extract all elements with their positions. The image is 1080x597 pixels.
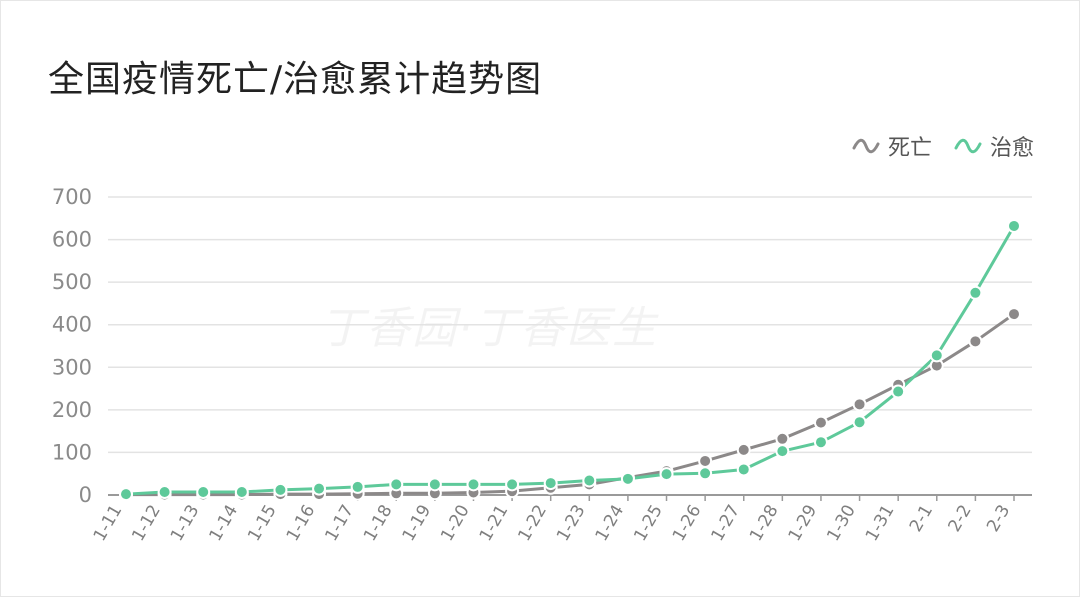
- data-point-1: [543, 476, 558, 491]
- x-tick-label: 1-15: [244, 502, 281, 545]
- y-tick-label: 100: [52, 440, 92, 464]
- y-tick-label: 600: [52, 228, 92, 252]
- data-point-1: [736, 462, 751, 477]
- y-tick-label: 500: [52, 270, 92, 294]
- x-tick-label: 1-18: [360, 502, 397, 545]
- data-point-0: [698, 453, 713, 468]
- x-tick-label: 1-24: [592, 502, 629, 545]
- y-tick-label: 0: [79, 483, 92, 507]
- y-tick-label: 400: [52, 313, 92, 337]
- x-tick-label: 1-13: [167, 502, 204, 545]
- x-tick-label: 2-2: [945, 502, 976, 536]
- data-point-1: [427, 477, 442, 492]
- data-point-1: [968, 285, 983, 300]
- wave-icon: [852, 138, 880, 154]
- data-point-1: [196, 485, 211, 500]
- chart-title: 全国疫情死亡/治愈累计趋势图: [48, 59, 543, 100]
- data-point-0: [775, 431, 790, 446]
- data-point-1: [389, 477, 404, 492]
- x-tick-label: 1-30: [823, 502, 860, 545]
- data-point-0: [1007, 307, 1021, 322]
- x-tick-label: 1-29: [785, 502, 822, 545]
- data-point-0: [968, 334, 983, 349]
- data-point-1: [312, 481, 327, 496]
- data-point-1: [234, 485, 249, 500]
- x-tick-label: 1-20: [437, 502, 474, 545]
- data-point-1: [466, 477, 481, 492]
- data-point-1: [1007, 218, 1021, 233]
- legend-label-death: 死亡: [887, 136, 932, 161]
- x-tick-label: 1-19: [399, 502, 436, 545]
- data-point-1: [813, 435, 828, 450]
- x-tick-label: 1-11: [90, 502, 127, 545]
- x-tick-label: 1-17: [321, 502, 358, 545]
- data-point-1: [157, 485, 172, 500]
- data-point-0: [736, 442, 751, 457]
- watermark-text: 丁香园·丁香医生: [320, 292, 658, 356]
- x-tick-label: 1-14: [206, 502, 243, 545]
- x-tick-label: 1-27: [707, 502, 744, 545]
- data-point-0: [852, 397, 867, 412]
- x-tick-label: 1-16: [283, 502, 320, 545]
- data-point-1: [350, 479, 365, 494]
- x-tick-label: 1-22: [514, 502, 551, 545]
- y-tick-label: 300: [52, 355, 92, 379]
- data-point-1: [505, 477, 520, 492]
- x-tick-label: 2-1: [906, 502, 937, 536]
- x-tick-label: 2-3: [983, 502, 1014, 536]
- x-tick-label: 1-23: [553, 502, 590, 545]
- data-point-1: [852, 415, 867, 430]
- x-tick-label: 1-21: [476, 501, 513, 544]
- x-tick-label: 1-12: [128, 502, 165, 545]
- data-point-1: [775, 444, 790, 459]
- wave-icon: [954, 138, 982, 154]
- series-line-1: [124, 224, 1016, 496]
- data-point-1: [582, 473, 597, 488]
- data-point-1: [659, 467, 674, 482]
- data-point-1: [698, 466, 713, 481]
- data-point-1: [620, 471, 635, 486]
- data-point-1: [929, 348, 944, 363]
- legend-item-death[interactable]: 死亡: [852, 130, 932, 162]
- data-point-1: [273, 482, 288, 497]
- x-tick-label: 1-31: [862, 502, 899, 545]
- legend: 死亡 治愈: [852, 130, 1034, 162]
- data-point-1: [891, 384, 906, 399]
- x-tick-label: 1-28: [746, 502, 783, 545]
- legend-item-recovered[interactable]: 治愈: [954, 130, 1034, 162]
- x-tick-label: 1-25: [630, 502, 667, 545]
- y-tick-label: 200: [52, 398, 92, 422]
- x-tick-label: 1-26: [669, 502, 706, 545]
- y-tick-label: 700: [52, 185, 92, 209]
- data-point-1: [119, 487, 133, 502]
- legend-label-recovered: 治愈: [989, 136, 1034, 161]
- data-point-0: [813, 415, 828, 430]
